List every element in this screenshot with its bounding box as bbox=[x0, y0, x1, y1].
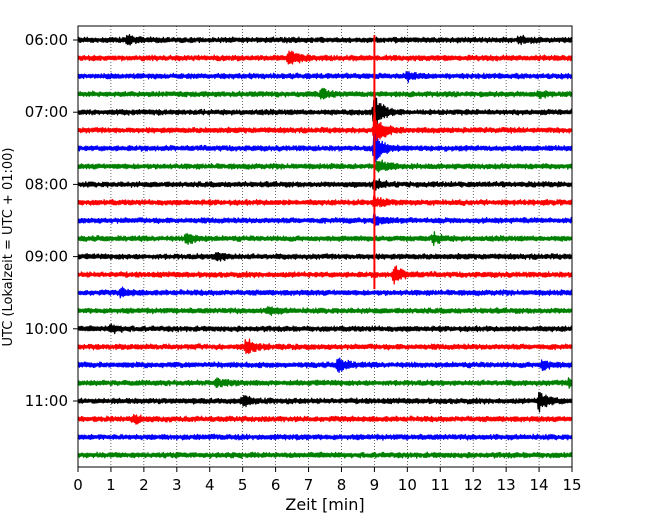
trace-12 bbox=[77, 252, 573, 262]
x-tick-label: 2 bbox=[139, 476, 149, 494]
x-axis: 0 1 2 3 4 5 6 7 8 9 10 11 12 13 14 15 bbox=[73, 467, 582, 494]
y-tick-label: 10:00 bbox=[25, 320, 68, 338]
x-tick-label: 0 bbox=[73, 476, 83, 494]
trace-9 bbox=[77, 195, 573, 208]
y-tick-label: 07:00 bbox=[25, 103, 68, 121]
trace-8 bbox=[77, 178, 573, 192]
trace-6 bbox=[77, 133, 573, 163]
trace-0 bbox=[77, 34, 573, 46]
trace-21 bbox=[77, 413, 573, 425]
trace-23 bbox=[77, 451, 573, 459]
trace-13 bbox=[77, 265, 573, 285]
x-tick-label: 9 bbox=[370, 476, 380, 494]
y-axis: 06:00 07:00 08:00 09:00 10:00 11:00 bbox=[25, 31, 78, 410]
x-tick-label: 11 bbox=[431, 476, 450, 494]
x-tick-label: 1 bbox=[106, 476, 116, 494]
trace-1 bbox=[77, 50, 573, 65]
trace-16 bbox=[77, 323, 573, 335]
y-axis-label: UTC (Lokalzeit = UTC + 01:00) bbox=[1, 148, 16, 347]
x-tick-label: 15 bbox=[562, 476, 581, 494]
x-tick-label: 12 bbox=[464, 476, 483, 494]
trace-15 bbox=[77, 306, 573, 316]
trace-20 bbox=[77, 391, 573, 413]
trace-18 bbox=[77, 357, 573, 374]
x-axis-label: Zeit [min] bbox=[285, 495, 364, 514]
trace-17 bbox=[77, 338, 573, 355]
x-tick-label: 14 bbox=[530, 476, 549, 494]
trace-11 bbox=[77, 231, 573, 247]
y-tick-label: 11:00 bbox=[25, 392, 68, 410]
trace-2 bbox=[77, 71, 573, 83]
y-tick-label: 08:00 bbox=[25, 175, 68, 193]
trace-5 bbox=[77, 112, 573, 149]
x-tick-label: 8 bbox=[337, 476, 347, 494]
trace-3 bbox=[77, 87, 573, 100]
trace-19 bbox=[77, 377, 573, 389]
trace-4 bbox=[77, 95, 573, 125]
x-tick-label: 4 bbox=[205, 476, 215, 494]
traces bbox=[77, 34, 573, 459]
trace-14 bbox=[77, 286, 573, 299]
x-tick-label: 3 bbox=[172, 476, 182, 494]
x-tick-label: 10 bbox=[398, 476, 417, 494]
x-tick-label: 7 bbox=[304, 476, 314, 494]
y-tick-label: 09:00 bbox=[25, 248, 68, 266]
trace-22 bbox=[77, 433, 573, 441]
plot-frame bbox=[77, 25, 573, 468]
trace-10 bbox=[77, 213, 573, 227]
x-tick-label: 13 bbox=[497, 476, 516, 494]
x-tick-label: 5 bbox=[238, 476, 248, 494]
x-tick-label: 6 bbox=[271, 476, 281, 494]
y-tick-label: 06:00 bbox=[25, 31, 68, 49]
trace-7 bbox=[77, 159, 573, 173]
